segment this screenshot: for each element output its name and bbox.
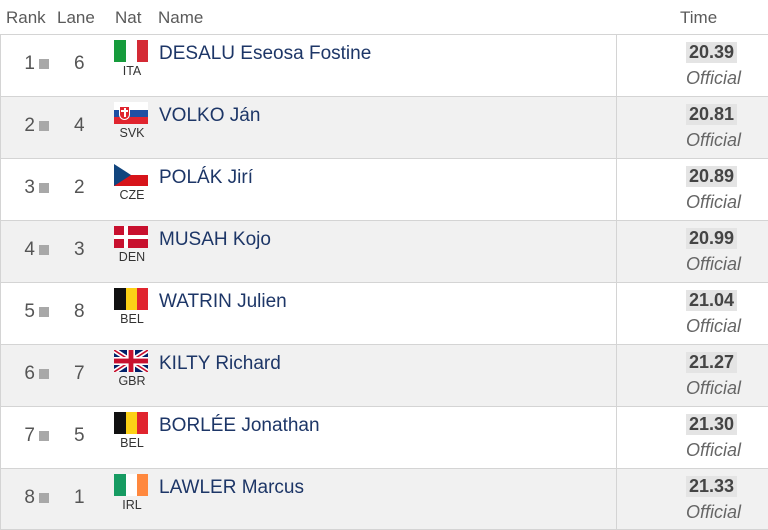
header-time[interactable]: Time xyxy=(680,8,718,27)
rank-value: 7 xyxy=(24,425,35,446)
belgium-flag-icon xyxy=(114,412,148,434)
table-row[interactable]: 3 2 CZE POLÁK Jirí 20.89 Official xyxy=(0,158,768,220)
nat-code: CZE xyxy=(119,188,145,202)
slovakia-flag-icon xyxy=(114,102,148,124)
ireland-flag-icon xyxy=(114,474,148,496)
rank-change-icon xyxy=(39,307,49,317)
rank-value: 5 xyxy=(24,301,35,322)
nat-code: ITA xyxy=(122,64,142,78)
header-rank[interactable]: Rank xyxy=(6,8,46,27)
lane-value: 4 xyxy=(74,115,85,136)
italy-flag-icon xyxy=(114,40,148,62)
table-row[interactable]: 1 6 ITA DESALU Eseosa Fostine 20.39 Offi… xyxy=(0,34,768,96)
athlete-name-link[interactable]: LAWLER Marcus xyxy=(159,477,304,498)
rank-value: 4 xyxy=(24,239,35,260)
rank-value: 3 xyxy=(24,177,35,198)
results-table: 1 6 ITA DESALU Eseosa Fostine 20.39 Offi… xyxy=(0,34,768,530)
time-value: 20.39 xyxy=(686,42,738,63)
time-value: 21.04 xyxy=(686,290,738,311)
lane-value: 6 xyxy=(74,53,85,74)
lane-value: 2 xyxy=(74,177,85,198)
time-status: Official xyxy=(686,502,742,522)
denmark-flag-icon xyxy=(114,226,148,248)
column-divider xyxy=(616,159,617,220)
table-row[interactable]: 7 5 BEL BORLÉE Jonathan 21.30 Official xyxy=(0,406,768,468)
time-status: Official xyxy=(686,378,742,398)
rank-change-icon xyxy=(39,245,49,255)
table-row[interactable]: 4 3 DEN MUSAH Kojo 20.99 Official xyxy=(0,220,768,282)
time-status: Official xyxy=(686,192,742,212)
nat-code: BEL xyxy=(120,312,144,326)
column-divider xyxy=(616,283,617,344)
rank-value: 6 xyxy=(24,363,35,384)
time-status: Official xyxy=(686,316,742,336)
time-value: 20.89 xyxy=(686,166,738,187)
table-row[interactable]: 2 4 SVK VOLKO Ján 20.81 Official xyxy=(0,96,768,158)
header-lane[interactable]: Lane xyxy=(57,8,95,27)
lane-value: 8 xyxy=(74,301,85,322)
time-value: 21.30 xyxy=(686,414,738,435)
nat-code: DEN xyxy=(118,250,146,264)
nat-code: SVK xyxy=(119,126,145,140)
rank-value: 2 xyxy=(24,115,35,136)
time-value: 21.27 xyxy=(686,352,738,373)
column-divider xyxy=(616,35,617,96)
rank-change-icon xyxy=(39,493,49,503)
lane-value: 3 xyxy=(74,239,85,260)
time-status: Official xyxy=(686,68,742,88)
athlete-name-link[interactable]: DESALU Eseosa Fostine xyxy=(159,43,372,64)
time-value: 20.99 xyxy=(686,228,738,249)
table-row[interactable]: 5 8 BEL WATRIN Julien 21.04 Official xyxy=(0,282,768,344)
athlete-name-link[interactable]: WATRIN Julien xyxy=(159,291,287,312)
rank-value: 8 xyxy=(24,487,35,508)
athlete-name-link[interactable]: MUSAH Kojo xyxy=(159,229,271,250)
column-divider xyxy=(616,97,617,158)
athlete-name-link[interactable]: KILTY Richard xyxy=(159,353,281,374)
athlete-name-link[interactable]: BORLÉE Jonathan xyxy=(159,415,320,436)
column-divider xyxy=(616,469,617,529)
nat-code: GBR xyxy=(118,374,146,388)
time-value: 20.81 xyxy=(686,104,738,125)
header-name[interactable]: Name xyxy=(158,8,204,27)
time-status: Official xyxy=(686,254,742,274)
belgium-flag-icon xyxy=(114,288,148,310)
rank-change-icon xyxy=(39,59,49,69)
rank-value: 1 xyxy=(24,53,35,74)
uk-flag-icon xyxy=(114,350,148,372)
lane-value: 5 xyxy=(74,425,85,446)
rank-change-icon xyxy=(39,121,49,131)
results-header: Rank Lane Nat Name Time xyxy=(0,0,768,34)
time-value: 21.33 xyxy=(686,476,738,497)
czech-flag-icon xyxy=(114,164,148,186)
rank-change-icon xyxy=(39,369,49,379)
column-divider xyxy=(616,407,617,468)
time-status: Official xyxy=(686,440,742,460)
lane-value: 1 xyxy=(74,487,85,508)
column-divider xyxy=(616,221,617,282)
athlete-name-link[interactable]: VOLKO Ján xyxy=(159,105,261,126)
header-nat[interactable]: Nat xyxy=(115,8,142,27)
athlete-name-link[interactable]: POLÁK Jirí xyxy=(159,167,253,188)
table-row[interactable]: 8 1 IRL LAWLER Marcus 21.33 Official xyxy=(0,468,768,530)
column-divider xyxy=(616,345,617,406)
time-status: Official xyxy=(686,130,742,150)
table-row[interactable]: 6 7 GBR KILTY Richard 21.27 Official xyxy=(0,344,768,406)
nat-code: BEL xyxy=(120,436,144,450)
rank-change-icon xyxy=(39,431,49,441)
rank-change-icon xyxy=(39,183,49,193)
nat-code: IRL xyxy=(122,498,142,512)
lane-value: 7 xyxy=(74,363,85,384)
